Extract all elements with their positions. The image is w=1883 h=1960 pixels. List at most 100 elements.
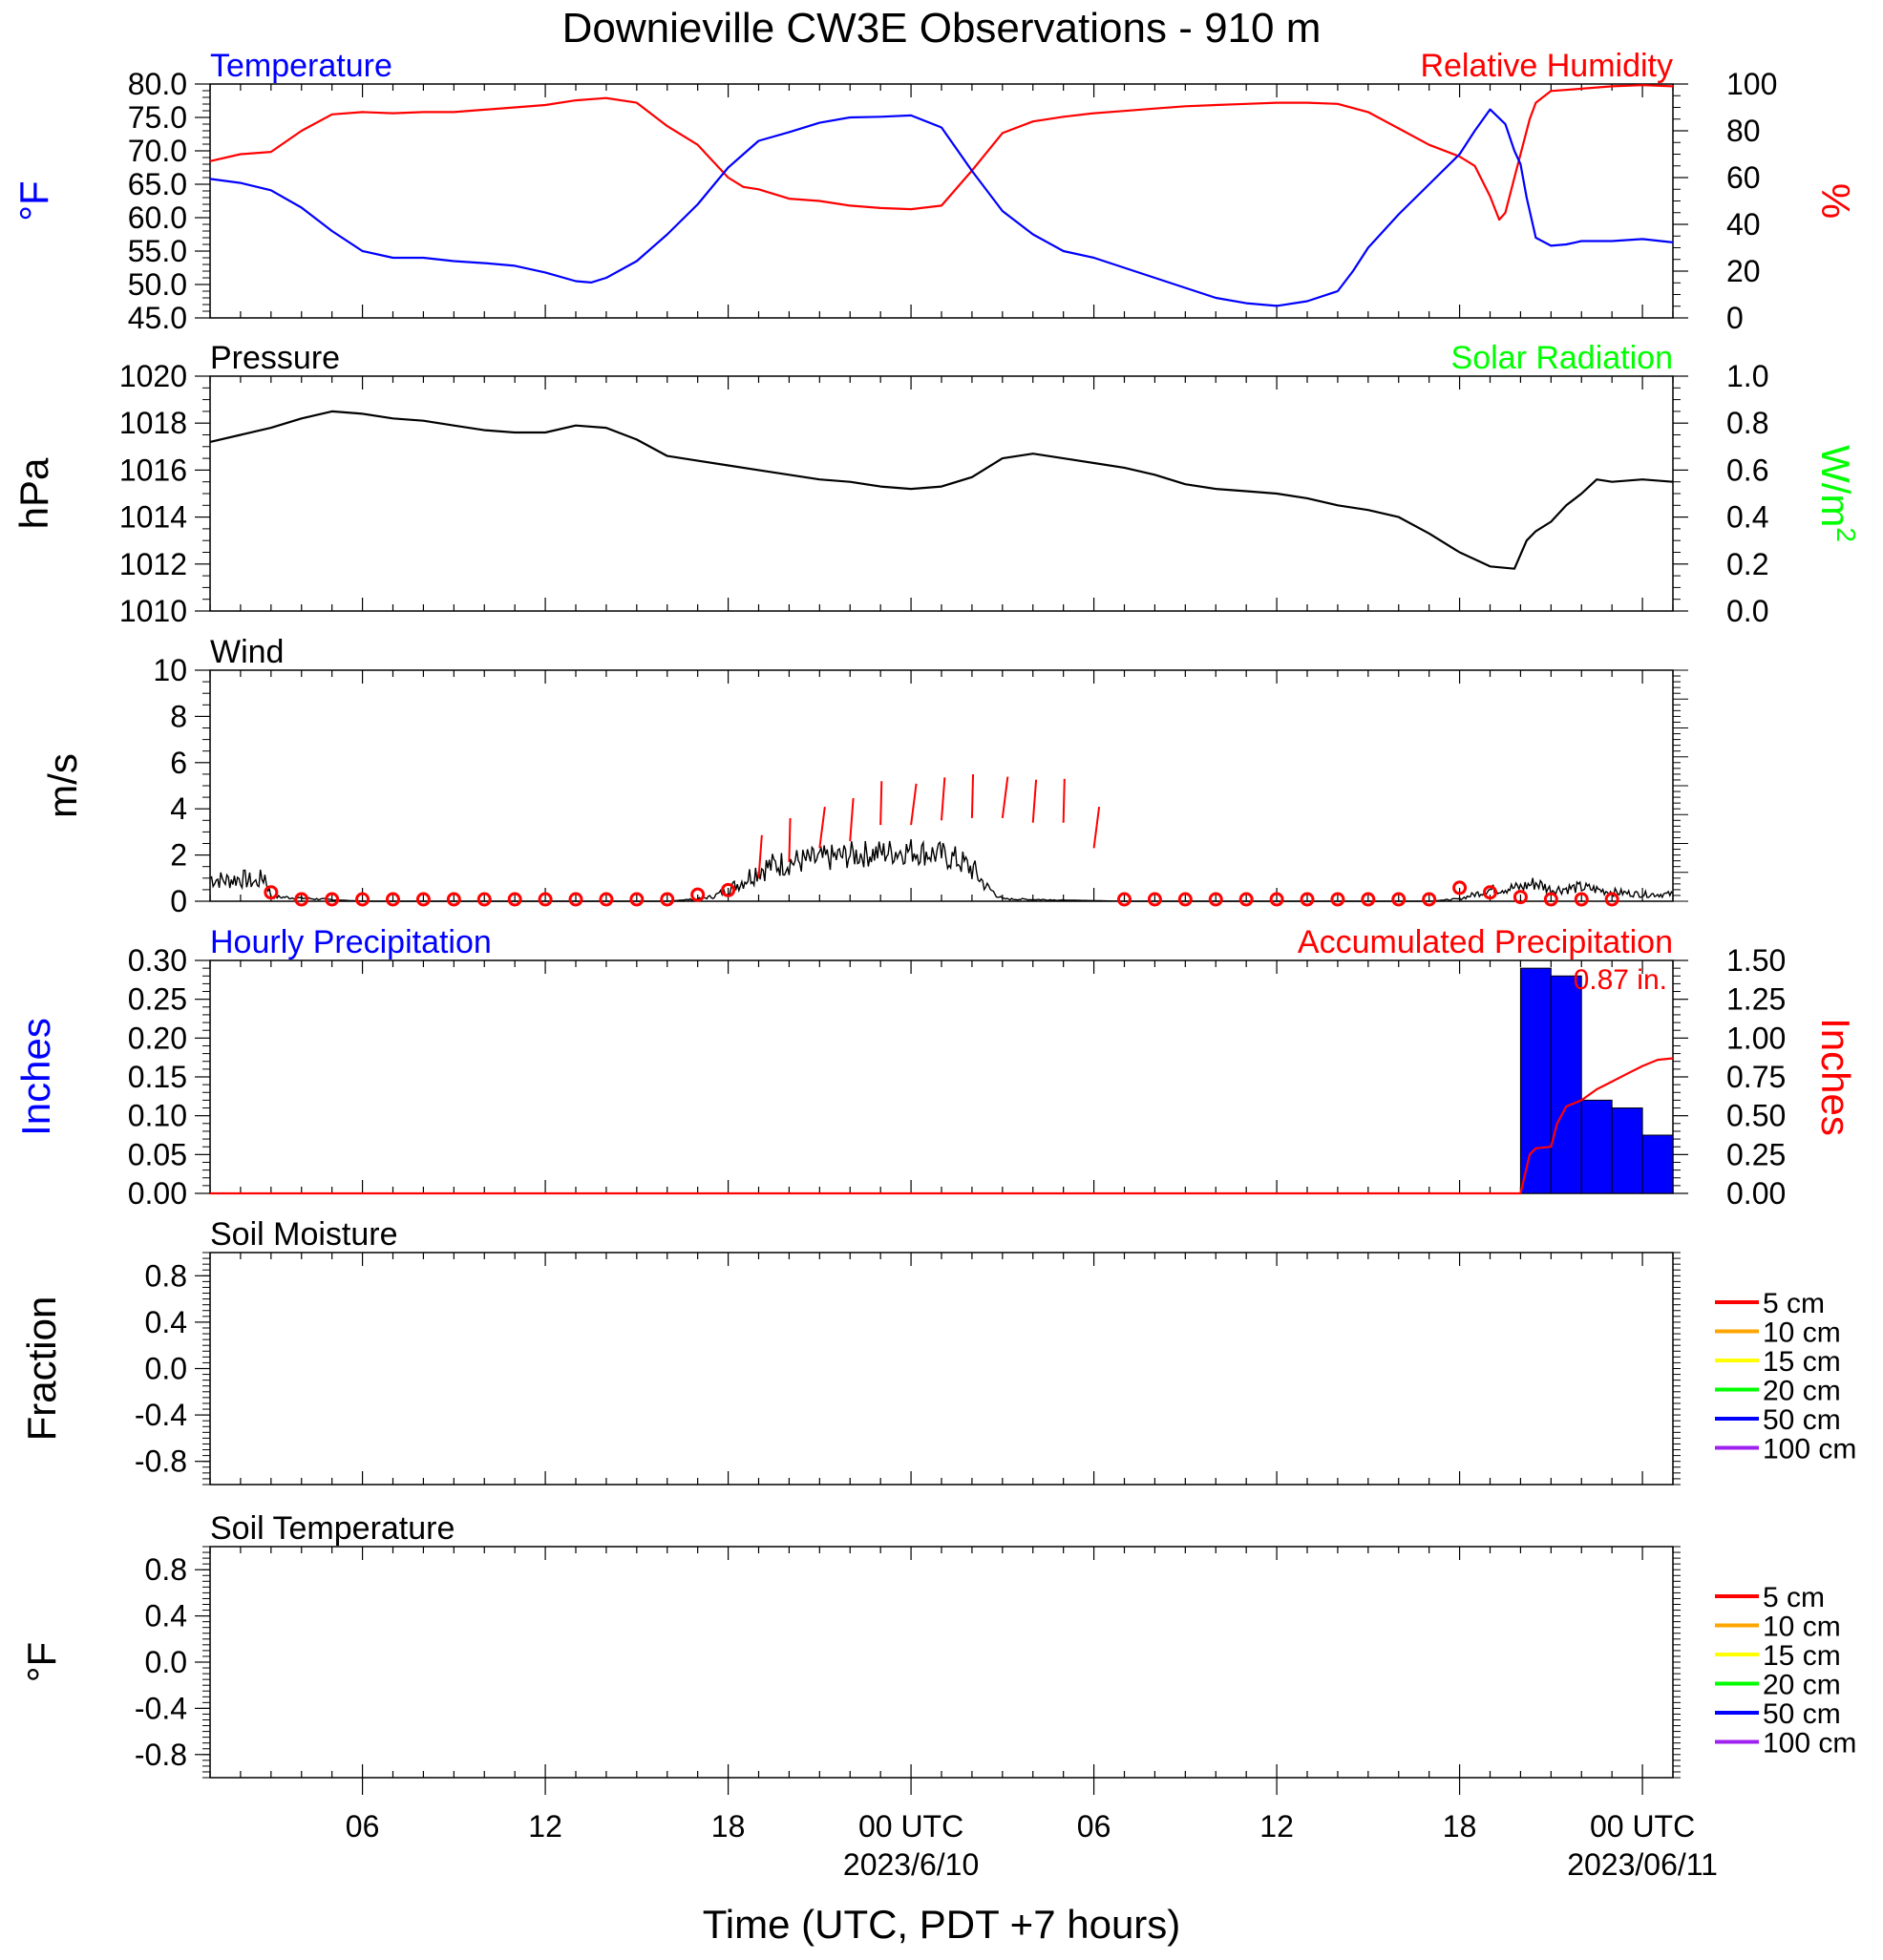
calm-marker	[1513, 890, 1528, 905]
y-label-watts-sup: 2	[1831, 527, 1861, 542]
y-tick-label-left: 1012	[119, 547, 187, 581]
calm-marker	[721, 882, 736, 897]
y-tick-label-right: 0.4	[1726, 500, 1768, 535]
x-tick-date-label: 2023/6/10	[843, 1847, 979, 1882]
y-tick-label-right: 0.00	[1726, 1176, 1786, 1211]
x-axis-label: Time (UTC, PDT +7 hours)	[703, 1902, 1181, 1947]
figure-title: Downieville CW3E Observations - 910 m	[562, 5, 1322, 52]
x-tick-label: 18	[711, 1809, 746, 1844]
panel-frame	[209, 375, 1674, 612]
y-tick-label-left: 1018	[119, 406, 187, 440]
calm-marker	[507, 892, 522, 907]
calm-marker	[264, 885, 279, 900]
calm-marker	[1208, 892, 1223, 907]
calm-marker	[325, 892, 340, 907]
precip-bar	[1550, 975, 1582, 1194]
panel-frame	[209, 83, 1674, 319]
calm-marker	[1330, 892, 1345, 907]
y-tick-label-right: 1.50	[1726, 943, 1786, 978]
calm-marker	[1238, 892, 1254, 907]
y-tick-label-left: 1020	[119, 359, 187, 393]
calm-marker	[568, 892, 583, 907]
x-tick-date-label: 2023/06/11	[1567, 1847, 1718, 1882]
calm-marker	[476, 892, 492, 907]
y-label-fahrenheit: °F	[11, 180, 56, 221]
calm-marker	[1361, 892, 1376, 907]
wind-barb	[1092, 806, 1101, 849]
panels: 80.075.070.065.060.055.050.045.010080604…	[11, 48, 1861, 1795]
panel-frame	[209, 959, 1674, 1194]
wind-barb	[910, 783, 918, 826]
calm-marker	[1604, 892, 1619, 907]
y-label-inches-right: Inches	[1813, 1018, 1858, 1136]
legend-label: 100 cm	[1763, 1434, 1856, 1465]
panel-title-temperature: Temperature	[210, 48, 392, 84]
y-tick-label-left: 60.0	[128, 200, 187, 235]
y-tick-label-left: 0.8	[145, 1258, 187, 1293]
legend-label: 50 cm	[1763, 1404, 1841, 1436]
y-tick-label-right: 0.75	[1726, 1060, 1786, 1094]
panel-frame	[209, 1252, 1674, 1486]
legend-label: 5 cm	[1763, 1288, 1825, 1319]
y-tick-label-left: -0.8	[135, 1444, 187, 1479]
y-tick-label-right: 0.8	[1726, 406, 1768, 440]
y-tick-label-left: 0.8	[145, 1552, 187, 1587]
wind-barb	[788, 817, 792, 862]
wind-barb	[1001, 776, 1009, 819]
wind-line	[209, 838, 1674, 902]
y-tick-label-right: 20	[1726, 254, 1761, 288]
y-tick-label-left: 0.00	[128, 1176, 187, 1211]
y-tick-label-left: 80.0	[128, 67, 187, 101]
y-label-watts-base: W/m	[1813, 445, 1858, 527]
x-tick-label: 12	[528, 1809, 562, 1844]
y-label-soil-temperature: °F	[19, 1642, 64, 1682]
y-tick-label-right: 100	[1726, 67, 1777, 101]
panel-frame	[209, 669, 1674, 902]
y-tick-label-right: 40	[1726, 207, 1761, 242]
panel-title-soil-moisture: Soil Moisture	[210, 1216, 398, 1253]
y-tick-label-right: 80	[1726, 114, 1761, 148]
temperature-line	[209, 108, 1674, 307]
y-tick-label-left: -0.4	[135, 1398, 187, 1432]
accumulated-total-label: 0.87 in.	[1574, 964, 1667, 996]
y-tick-label-right: 0.25	[1726, 1137, 1786, 1171]
panel-title-hourly-precipitation: Hourly Precipitation	[210, 924, 492, 960]
y-tick-label-left: 1010	[119, 594, 187, 628]
panel-title-wind: Wind	[210, 634, 284, 670]
calm-marker	[1147, 892, 1162, 907]
calm-marker	[1269, 892, 1284, 907]
y-label-percent: %	[1813, 183, 1858, 219]
calm-marker	[538, 892, 553, 907]
y-tick-label-right: 1.00	[1726, 1021, 1786, 1055]
precip-bar	[1519, 967, 1552, 1194]
calm-marker	[294, 892, 309, 907]
y-tick-label-left: 70.0	[128, 134, 187, 168]
y-tick-label-left: 2	[170, 838, 187, 873]
wind-barb	[1062, 778, 1066, 823]
panel-title-accumulated-precipitation: Accumulated Precipitation	[1298, 924, 1673, 960]
panel-title-pressure: Pressure	[210, 340, 340, 376]
wind-barb	[970, 773, 975, 818]
wind-barb	[941, 777, 946, 821]
y-tick-label-right: 0.0	[1726, 594, 1768, 628]
legend-label: 15 cm	[1763, 1640, 1841, 1672]
humidity-line	[209, 84, 1674, 221]
y-tick-label-right: 0.50	[1726, 1099, 1786, 1133]
legend-label: 15 cm	[1763, 1346, 1841, 1378]
calm-marker	[415, 892, 431, 907]
calm-marker	[1574, 892, 1589, 907]
legend-label: 10 cm	[1763, 1612, 1841, 1643]
precip-bar	[1580, 1099, 1613, 1194]
y-tick-label-right: 0.2	[1726, 547, 1768, 581]
y-tick-label-left: 10	[153, 653, 187, 687]
legend-label: 100 cm	[1763, 1728, 1856, 1760]
legend-label: 20 cm	[1763, 1670, 1841, 1701]
y-tick-label-left: 1014	[119, 500, 187, 535]
y-tick-label-left: -0.8	[135, 1738, 187, 1772]
y-label-watts: W/m2	[1813, 445, 1861, 542]
y-tick-label-left: 0.05	[128, 1137, 187, 1171]
panel-pressure: 1020 1018 1016 1014 1012 1010 1.0 0.8 0.6 0.4 0.2 0…	[11, 340, 1861, 628]
y-tick-label-left: 0.15	[128, 1060, 187, 1094]
